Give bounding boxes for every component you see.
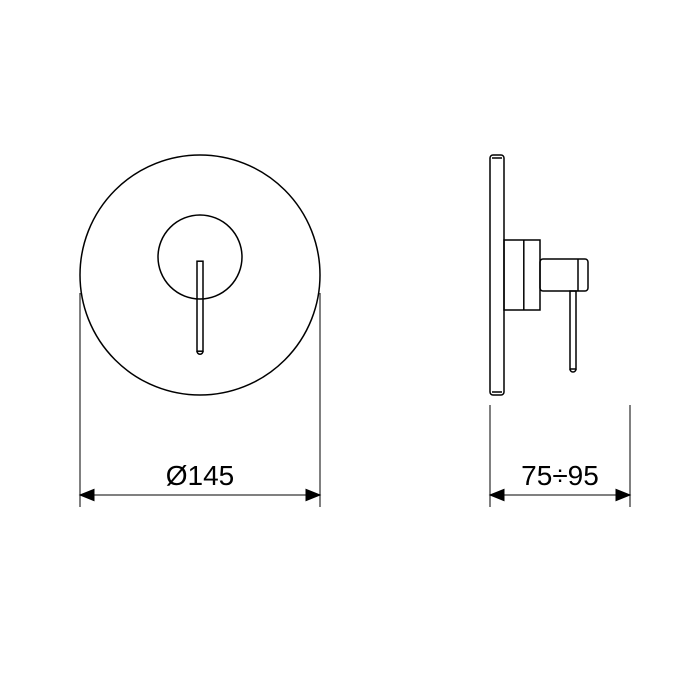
front-dimension-label: Ø145 xyxy=(166,460,235,491)
side-valve-boss xyxy=(504,240,540,310)
side-view: 75÷95 xyxy=(490,155,630,507)
side-handle-stub xyxy=(540,259,588,291)
technical-drawing: Ø145 75÷95 xyxy=(80,155,630,507)
side-escutcheon-plate xyxy=(490,155,504,395)
front-lever xyxy=(197,261,203,351)
side-lever xyxy=(570,291,576,369)
side-dimension-label: 75÷95 xyxy=(521,460,599,491)
front-view: Ø145 xyxy=(80,155,320,507)
side-dimension: 75÷95 xyxy=(490,405,630,507)
front-handle-base xyxy=(158,215,242,299)
front-escutcheon-plate xyxy=(80,155,320,395)
front-dimension: Ø145 xyxy=(80,293,320,507)
